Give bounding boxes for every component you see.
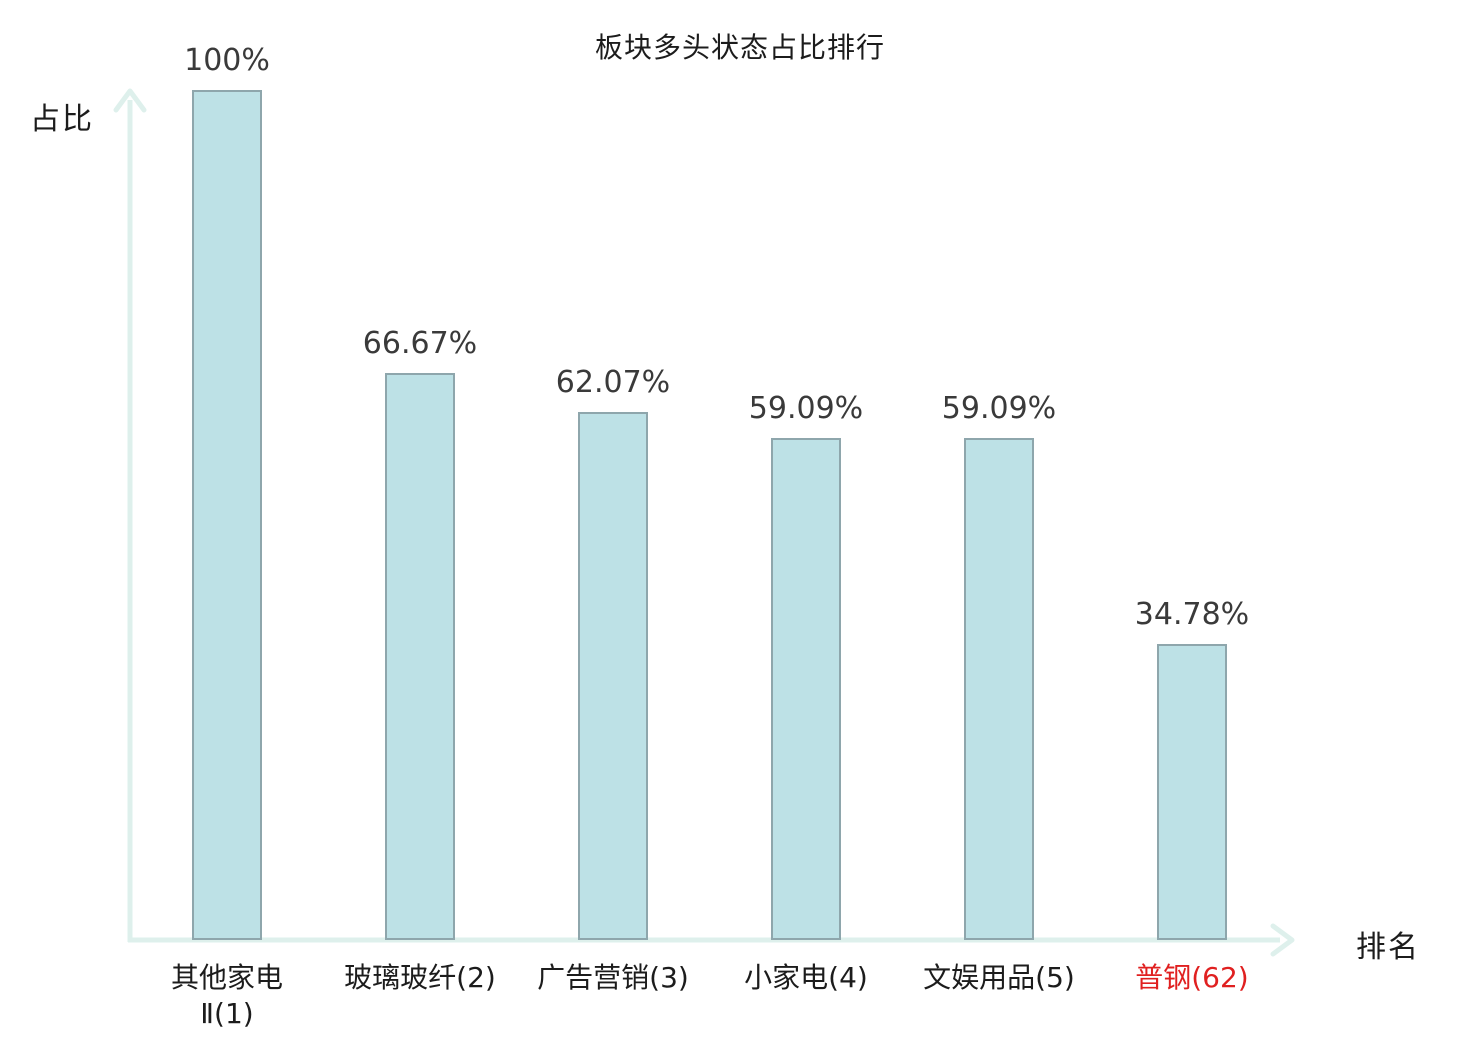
category-label-line: 玻璃玻纤(2) <box>344 961 496 994</box>
bar-value-label: 62.07% <box>555 365 671 401</box>
bar <box>771 437 841 940</box>
category-label: 普钢(62) <box>1062 960 1322 996</box>
category-label-line: 小家电(4) <box>744 961 868 994</box>
bar <box>385 373 455 940</box>
bar-value-label: 66.67% <box>362 326 478 362</box>
bar-value-label: 34.78% <box>1134 597 1250 633</box>
category-label: 玻璃玻纤(2) <box>290 960 550 996</box>
bar-value-label: 100% <box>184 43 270 78</box>
category-label-line: 广告营销(3) <box>537 961 689 994</box>
category-label-line: Ⅱ(1) <box>200 997 254 1030</box>
bar-group: 62.07% 广告营销(3) <box>517 0 710 1040</box>
x-axis-label: 排名 <box>1356 930 1420 965</box>
category-label: 其他家电 Ⅱ(1) <box>97 960 357 1032</box>
bar <box>578 412 648 940</box>
category-label-line: 其他家电 <box>170 961 283 994</box>
bar-value-label: 59.09% <box>748 390 864 426</box>
bar <box>964 437 1034 940</box>
category-label-line: 文娱用品(5) <box>923 961 1075 994</box>
category-label: 文娱用品(5) <box>869 960 1129 996</box>
chart-title: 板块多头状态占比排行 <box>594 31 885 64</box>
bar-group: 59.09% 文娱用品(5) <box>903 0 1096 1040</box>
category-label-line: 普钢(62) <box>1135 961 1249 994</box>
bar <box>192 90 262 940</box>
bar-group: 100% 其他家电 Ⅱ(1) <box>131 0 324 1040</box>
bar-group: 66.67% 玻璃玻纤(2) <box>324 0 517 1040</box>
category-label: 小家电(4) <box>676 960 936 996</box>
y-axis-label: 占比 <box>30 102 94 137</box>
category-label: 广告营销(3) <box>483 960 743 996</box>
bar-value-label: 59.09% <box>941 390 1057 426</box>
bar-group: 59.09% 小家电(4) <box>710 0 903 1040</box>
bar <box>1157 644 1227 940</box>
bar-group: 34.78% 普钢(62) <box>1096 0 1289 1040</box>
